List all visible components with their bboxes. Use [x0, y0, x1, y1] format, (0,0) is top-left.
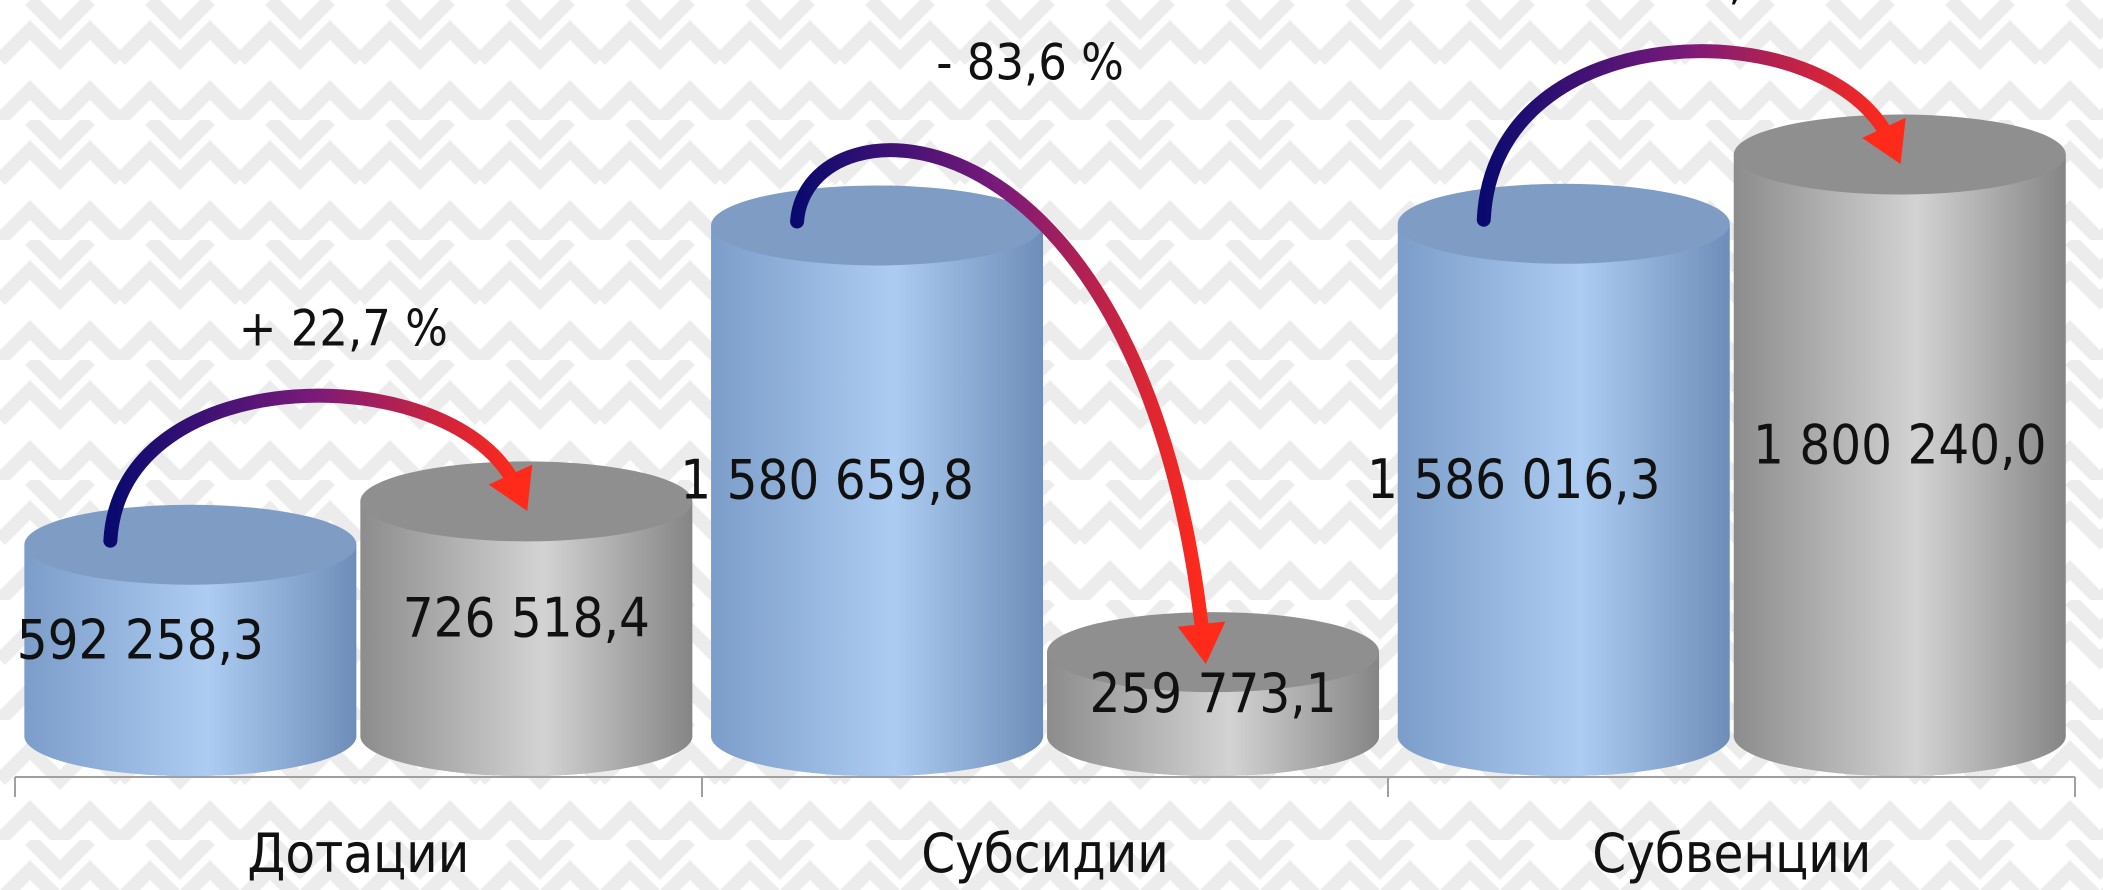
cylinder-body [711, 225, 1044, 777]
cylinder-top [1397, 183, 1730, 264]
cylinder-top [24, 504, 357, 585]
category-label: Дотации [247, 822, 469, 885]
cylinder-body [360, 501, 693, 776]
change-label: + 13,5% [1619, 0, 1814, 11]
data-label: 1 586 016,3 [1367, 448, 1661, 511]
change-arrow-head [1862, 117, 1906, 165]
cylinder-top [1047, 612, 1380, 693]
data-label: 259 773,1 [1089, 662, 1336, 725]
change-arrow-head [488, 464, 533, 511]
cylinder-body [24, 544, 357, 776]
change-arrow [790, 143, 1211, 646]
change-arrow [1476, 44, 1897, 227]
cylinder-body [1397, 223, 1730, 776]
change-label: + 22,7 % [239, 299, 448, 357]
cylinder-top [711, 185, 1044, 266]
change-label: - 83,6 % [936, 33, 1124, 91]
change-arrow [103, 388, 524, 548]
data-label: 1 800 240,0 [1753, 413, 2047, 476]
category-label: Субвенции [1592, 822, 1871, 885]
data-label: 1 580 659,8 [680, 449, 974, 512]
data-label: 726 518,4 [403, 587, 650, 650]
cylinder-body [1733, 154, 2066, 777]
change-arrow-head [1177, 621, 1226, 664]
category-label: Субсидии [921, 822, 1169, 885]
data-label: 592 258,3 [17, 608, 264, 671]
